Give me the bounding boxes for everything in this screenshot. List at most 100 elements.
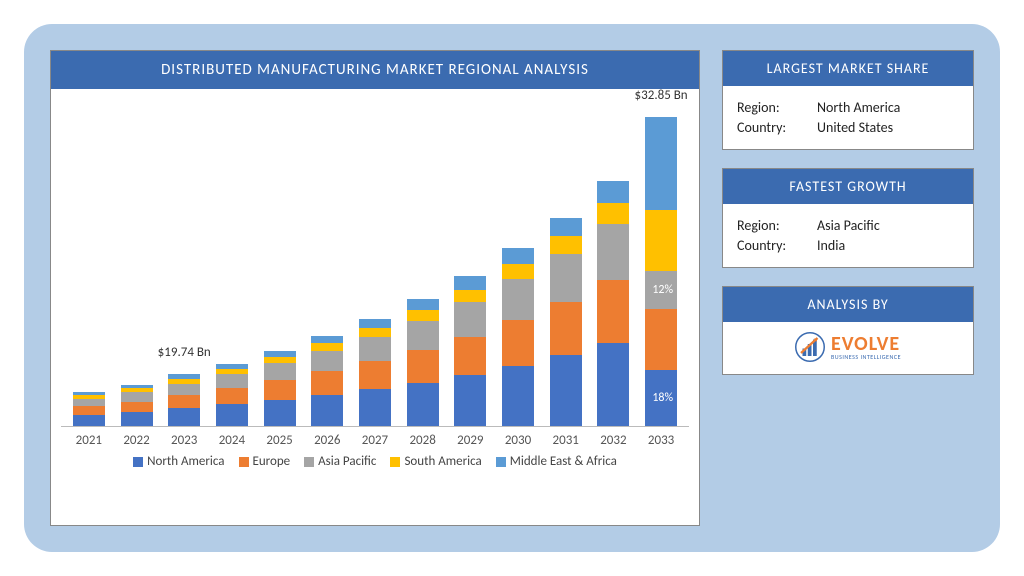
bar-segment [407,350,439,383]
bar-stack [216,364,248,426]
bar-segment [311,371,343,395]
bar-segment [216,374,248,388]
x-tick: 2024 [208,433,256,448]
bar-stack [73,392,105,426]
x-tick: 2031 [542,433,590,448]
bar-segment [597,181,629,202]
bar-segment [311,351,343,372]
bar-segment [168,384,200,395]
logo-sub: BUSINESS INTELLIGENCE [831,354,901,360]
region-label: Region: [737,99,807,116]
x-tick: 2023 [160,433,208,448]
bar-segment [454,375,486,426]
frame: DISTRIBUTED MANUFACTURING MARKET REGIONA… [24,24,1000,552]
legend-swatch [496,457,506,467]
bar-stack [168,374,200,426]
largest-share-card: LARGEST MARKET SHARE Region: North Ameri… [722,50,974,150]
bar-segment [73,406,105,414]
bar-segment [311,343,343,351]
bar-segment [73,415,105,426]
logo-main: EVOLVE [831,334,901,354]
bar-segment [359,319,391,328]
x-tick: 2030 [494,433,542,448]
legend-item: Middle East & Africa [496,454,617,469]
bar-segment [597,203,629,224]
bar-segment [264,363,296,380]
x-tick: 2029 [447,433,495,448]
segment-label: 12% [652,283,673,297]
bar-segment [597,343,629,426]
bar-segment [407,299,439,310]
legend-swatch [133,457,143,467]
bars-arrow-icon [795,332,825,362]
bar-segment [550,218,582,236]
bar-segment [645,309,677,371]
bar-stack [121,385,153,426]
bar-segment [168,395,200,408]
legend-swatch [390,457,400,467]
largest-share-body: Region: North America Country: United St… [723,86,973,149]
bar-column [590,181,638,426]
fastest-growth-card: FASTEST GROWTH Region: Asia Pacific Coun… [722,168,974,268]
bar-segment [359,337,391,361]
bar-segment [264,380,296,400]
bar-segment [454,276,486,289]
value-annotation: $19.74 Bn [158,345,211,360]
bar-segment [550,236,582,254]
region-label: Region: [737,217,807,234]
bar-column [351,319,399,426]
bar-column: $32.85 Bn18%12% [637,117,685,426]
bar-segment [311,336,343,344]
country-label: Country: [737,237,807,254]
bar-stack [550,218,582,426]
analysis-by-header: ANALYSIS BY [723,287,973,322]
x-tick: 2028 [399,433,447,448]
legend: North America Europe Asia Pacific South Ame… [61,452,689,477]
x-tick: 2022 [113,433,161,448]
bar-segment [550,355,582,426]
bar-segment [597,224,629,280]
bar-segment [216,404,248,426]
bar-segment [454,290,486,303]
chart-area: $19.74 Bn$32.85 Bn18%12% 202120222023202… [51,89,699,525]
chart-panel: DISTRIBUTED MANUFACTURING MARKET REGIONA… [50,50,700,526]
analysis-by-card: ANALYSIS BY EVOLVE [722,286,974,375]
bar-segment [502,264,534,279]
legend-label: Asia Pacific [318,454,376,469]
bar-column [303,336,351,426]
segment-label: 18% [652,391,673,405]
x-tick: 2026 [303,433,351,448]
bar-column [208,364,256,426]
bar-column: $19.74 Bn [160,374,208,426]
bar-segment [502,320,534,366]
country-value: United States [817,119,893,136]
bar-segment [550,254,582,302]
x-tick: 2032 [590,433,638,448]
bar-segment [359,361,391,389]
bar-stack [454,276,486,426]
bar-segment [407,383,439,426]
bar-segment [121,402,153,412]
bar-column [447,276,495,426]
legend-item: Europe [239,454,291,469]
x-tick: 2021 [65,433,113,448]
legend-item: North America [133,454,224,469]
legend-item: South America [390,454,481,469]
value-annotation: $32.85 Bn [635,88,688,103]
bar-segment [264,400,296,426]
bar-column [494,248,542,426]
legend-swatch [304,457,314,467]
logo: EVOLVE BUSINESS INTELLIGENCE [795,332,901,362]
logo-text: EVOLVE BUSINESS INTELLIGENCE [831,334,901,360]
bar-stack [359,319,391,426]
bar-stack [311,336,343,426]
bar-segment [359,328,391,337]
x-tick: 2027 [351,433,399,448]
bar-segment [502,279,534,320]
bar-stack [597,181,629,426]
legend-label: North America [147,454,224,469]
region-value: North America [817,99,900,116]
bar-segment [407,310,439,321]
bar-segment [73,399,105,407]
x-tick: 2033 [637,433,685,448]
